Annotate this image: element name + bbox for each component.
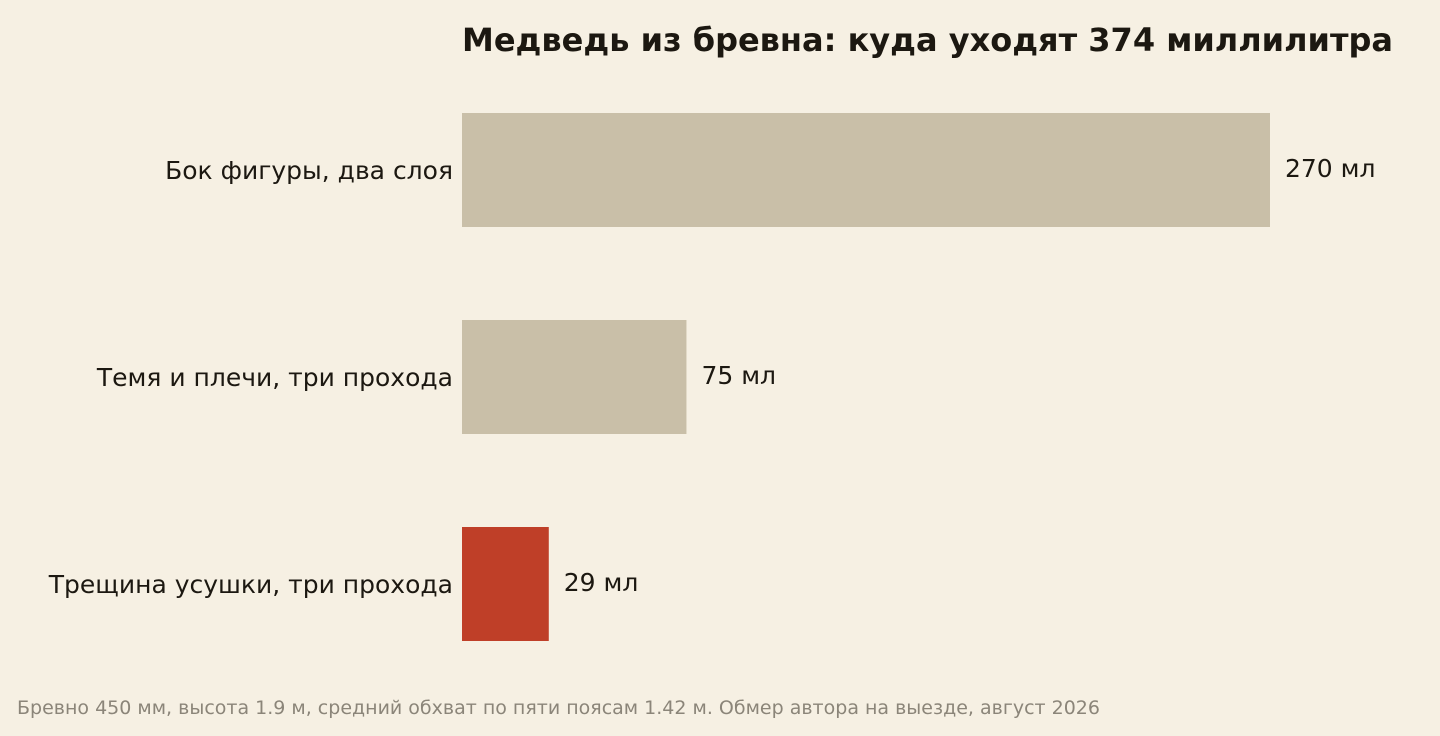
category-label-2: Темя и плечи, три прохода — [96, 363, 453, 392]
bar-1 — [462, 113, 1270, 227]
source-note: Бревно 450 мм, высота 1.9 м, средний обх… — [17, 697, 1100, 719]
value-label-2: 75 мл — [701, 361, 776, 390]
chart-title: Медведь из бревна: куда уходят 374 милли… — [462, 21, 1393, 59]
value-label-1: 270 мл — [1285, 154, 1376, 183]
category-label-1: Бок фигуры, два слоя — [165, 156, 453, 185]
bar-3 — [462, 527, 549, 641]
bar-2 — [462, 320, 687, 434]
category-label-3: Трещина усушки, три прохода — [48, 570, 453, 599]
value-label-3: 29 мл — [564, 568, 639, 597]
